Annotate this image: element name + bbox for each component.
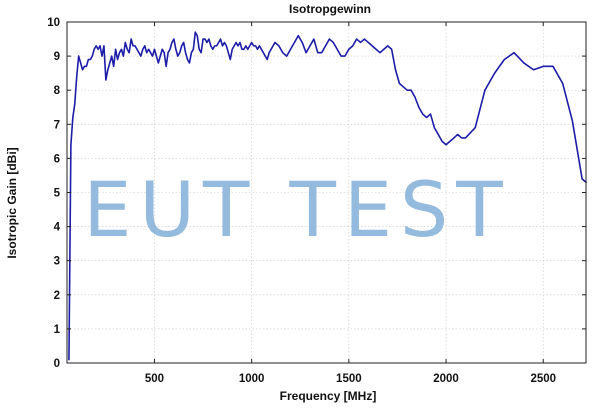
- x-tick-label: 1000: [239, 373, 265, 385]
- y-axis-label: Isotropic Gain [dBi]: [5, 147, 19, 258]
- gain-series-line: [68, 31, 587, 361]
- x-tick-labels: 500 1000 1500 2000 2500: [145, 373, 556, 385]
- x-axis-label: Frequency [MHz]: [280, 389, 377, 403]
- watermark-text: EUT TEST: [83, 165, 510, 254]
- y-tick-labels: 0 1 2 3 4 5 6 7 8 9 10: [47, 17, 60, 370]
- series-layer: [68, 31, 587, 361]
- y-tick-label: 1: [54, 324, 61, 336]
- grid-layer: [67, 22, 586, 363]
- y-tick-label: 6: [54, 153, 60, 165]
- chart-title: Isotropgewinn: [289, 2, 371, 16]
- x-tick-label: 500: [145, 373, 164, 385]
- ticks-layer: [67, 21, 586, 364]
- y-tick-label: 10: [47, 17, 60, 29]
- y-tick-label: 4: [54, 222, 61, 234]
- x-tick-label: 1500: [336, 373, 362, 385]
- y-tick-label: 2: [54, 290, 60, 302]
- y-tick-label: 9: [54, 51, 60, 63]
- y-tick-label: 7: [54, 119, 60, 131]
- y-tick-label: 3: [54, 256, 60, 268]
- x-tick-label: 2000: [433, 373, 459, 385]
- y-tick-label: 5: [54, 188, 61, 200]
- y-tick-label: 0: [54, 358, 60, 370]
- x-tick-label: 2500: [530, 373, 556, 385]
- y-tick-label: 8: [54, 85, 61, 97]
